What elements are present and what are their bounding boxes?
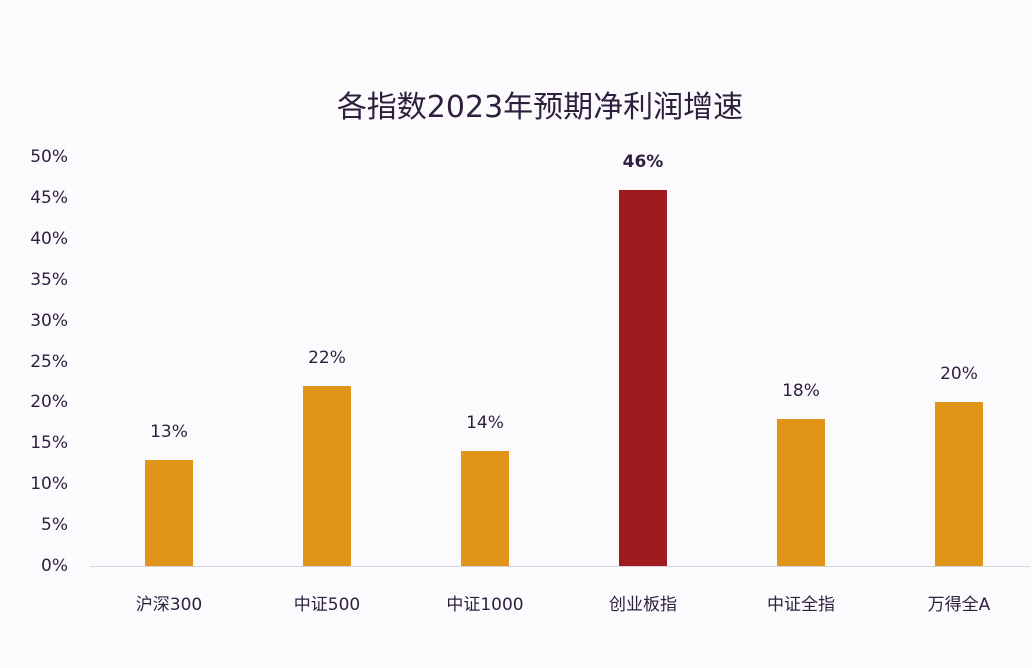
x-category-label: 创业板指 [609, 595, 677, 615]
y-tick-label: 50% [30, 147, 68, 167]
bar [303, 386, 351, 566]
bar-value-label: 22% [308, 348, 346, 369]
y-tick-label: 35% [30, 269, 68, 290]
bar-value-label: 13% [150, 421, 188, 442]
y-tick-label: 30% [30, 310, 68, 331]
bar-value-label: 18% [782, 380, 820, 401]
chart-title: 各指数2023年预期净利润增速 [336, 90, 744, 125]
bar-value-label: 20% [940, 364, 978, 385]
bar-value-label: 46% [622, 151, 664, 172]
x-category-label: 沪深300 [135, 595, 203, 615]
y-tick-label: 5% [41, 515, 68, 536]
y-tick-label: 20% [30, 392, 68, 413]
x-axis-line [90, 566, 1030, 567]
y-tick-label: 45% [30, 187, 68, 208]
y-tick-label: 0% [41, 556, 68, 576]
bar [145, 459, 193, 566]
bar [935, 402, 983, 566]
y-tick-label: 25% [30, 351, 68, 372]
x-category-label: 万得全A [927, 595, 991, 615]
x-category-label: 中证全指 [767, 595, 835, 615]
bar [777, 418, 825, 566]
bar [461, 451, 509, 566]
y-tick-label: 40% [30, 228, 68, 249]
y-tick-label: 10% [30, 474, 68, 495]
x-category-label: 中证500 [293, 595, 361, 615]
bar-value-label: 14% [466, 413, 504, 434]
x-category-label: 中证1000 [446, 595, 524, 615]
y-tick-label: 15% [30, 433, 68, 454]
bar [619, 189, 667, 566]
